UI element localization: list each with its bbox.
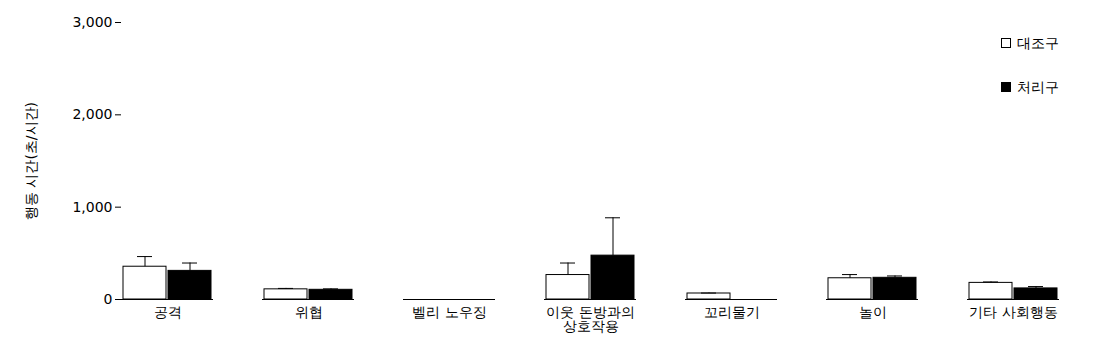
html-text:대조구: 대조구: [1017, 35, 1059, 51]
svg-text:벨리 노우징: 벨리 노우징: [412, 304, 486, 320]
svg-text:놀이: 놀이: [859, 304, 887, 320]
svg-text:이웃 돈방과의상호작용: 이웃 돈방과의상호작용: [546, 304, 634, 334]
svg-text:공격: 공격: [154, 304, 182, 320]
svg-text:위협: 위협: [295, 304, 323, 320]
svg-text:꼬리물기: 꼬리물기: [704, 304, 760, 320]
svg-text:2,000: 2,000: [72, 106, 112, 122]
svg-text:3,000: 3,000: [72, 14, 112, 30]
svg-text:기타 사회행동: 기타 사회행동: [969, 304, 1057, 320]
svg-text:0: 0: [104, 291, 113, 307]
html-text:처리구: 처리구: [1017, 79, 1059, 95]
svg-text:행동 시간(초/시간): 행동 시간(초/시간): [23, 102, 39, 220]
svg-text:1,000: 1,000: [72, 199, 112, 215]
